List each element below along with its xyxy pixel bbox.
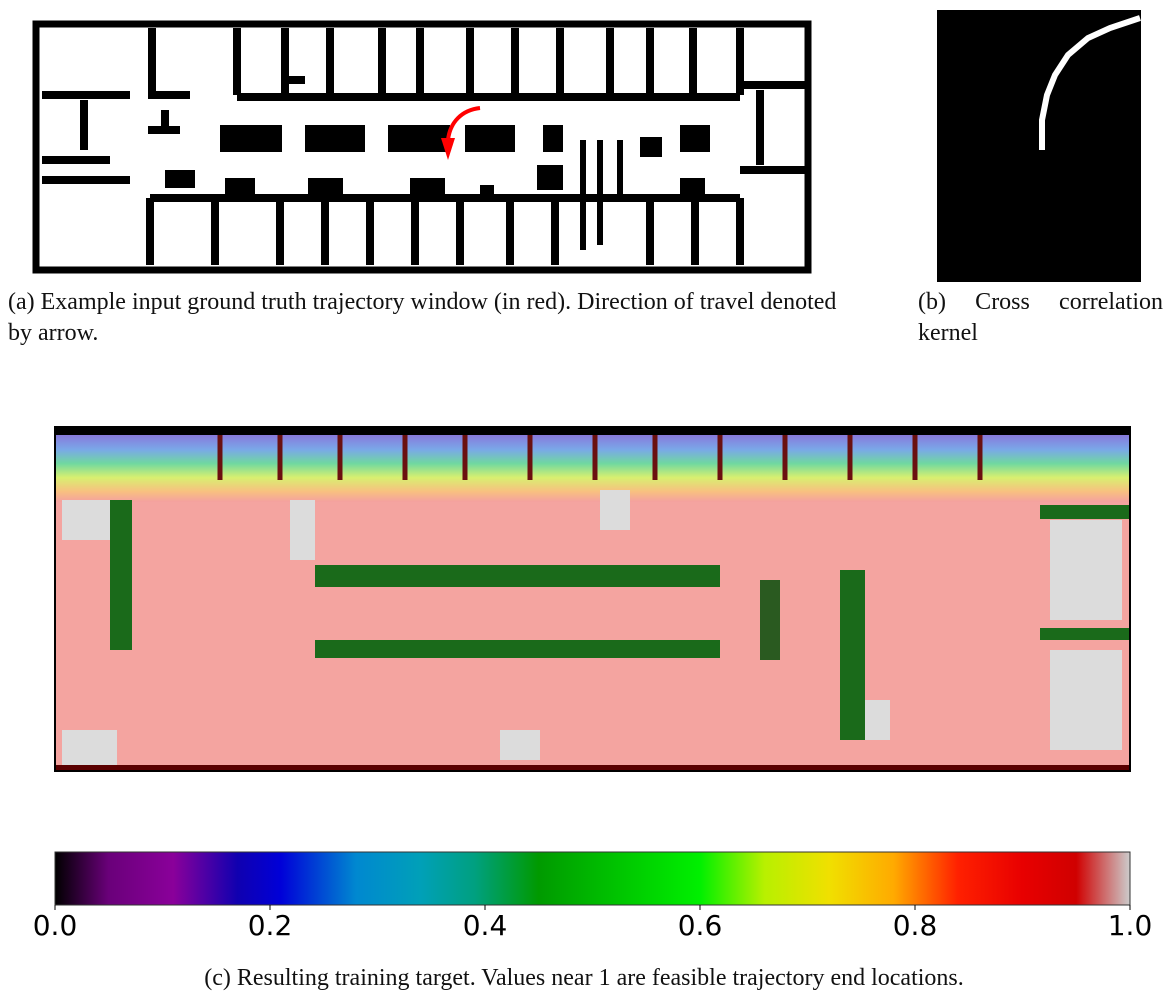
kernel-image [937, 10, 1141, 282]
caption-a: (a) Example input ground truth trajector… [8, 287, 838, 349]
tick-label: 0.4 [463, 909, 508, 942]
colorbar-ticks: 0.0 0.2 0.4 0.6 0.8 1.0 [33, 905, 1153, 942]
tick-label: 1.0 [1108, 909, 1153, 942]
figure-graphics: 0.0 0.2 0.4 0.6 0.8 1.0 [0, 0, 1168, 998]
colorbar [55, 852, 1130, 905]
caption-c: (c) Resulting training target. Values ne… [0, 963, 1168, 994]
tick-label: 0.6 [678, 909, 723, 942]
tick-label: 0.2 [248, 909, 293, 942]
heatmap [55, 427, 1130, 771]
caption-b: (b) Cross correlation kernel [918, 287, 1163, 349]
tick-label: 0.8 [893, 909, 938, 942]
floor-plan [36, 24, 808, 270]
figure: 0.0 0.2 0.4 0.6 0.8 1.0 (a) Example input gro… [0, 0, 1168, 998]
tick-label: 0.0 [33, 909, 78, 942]
